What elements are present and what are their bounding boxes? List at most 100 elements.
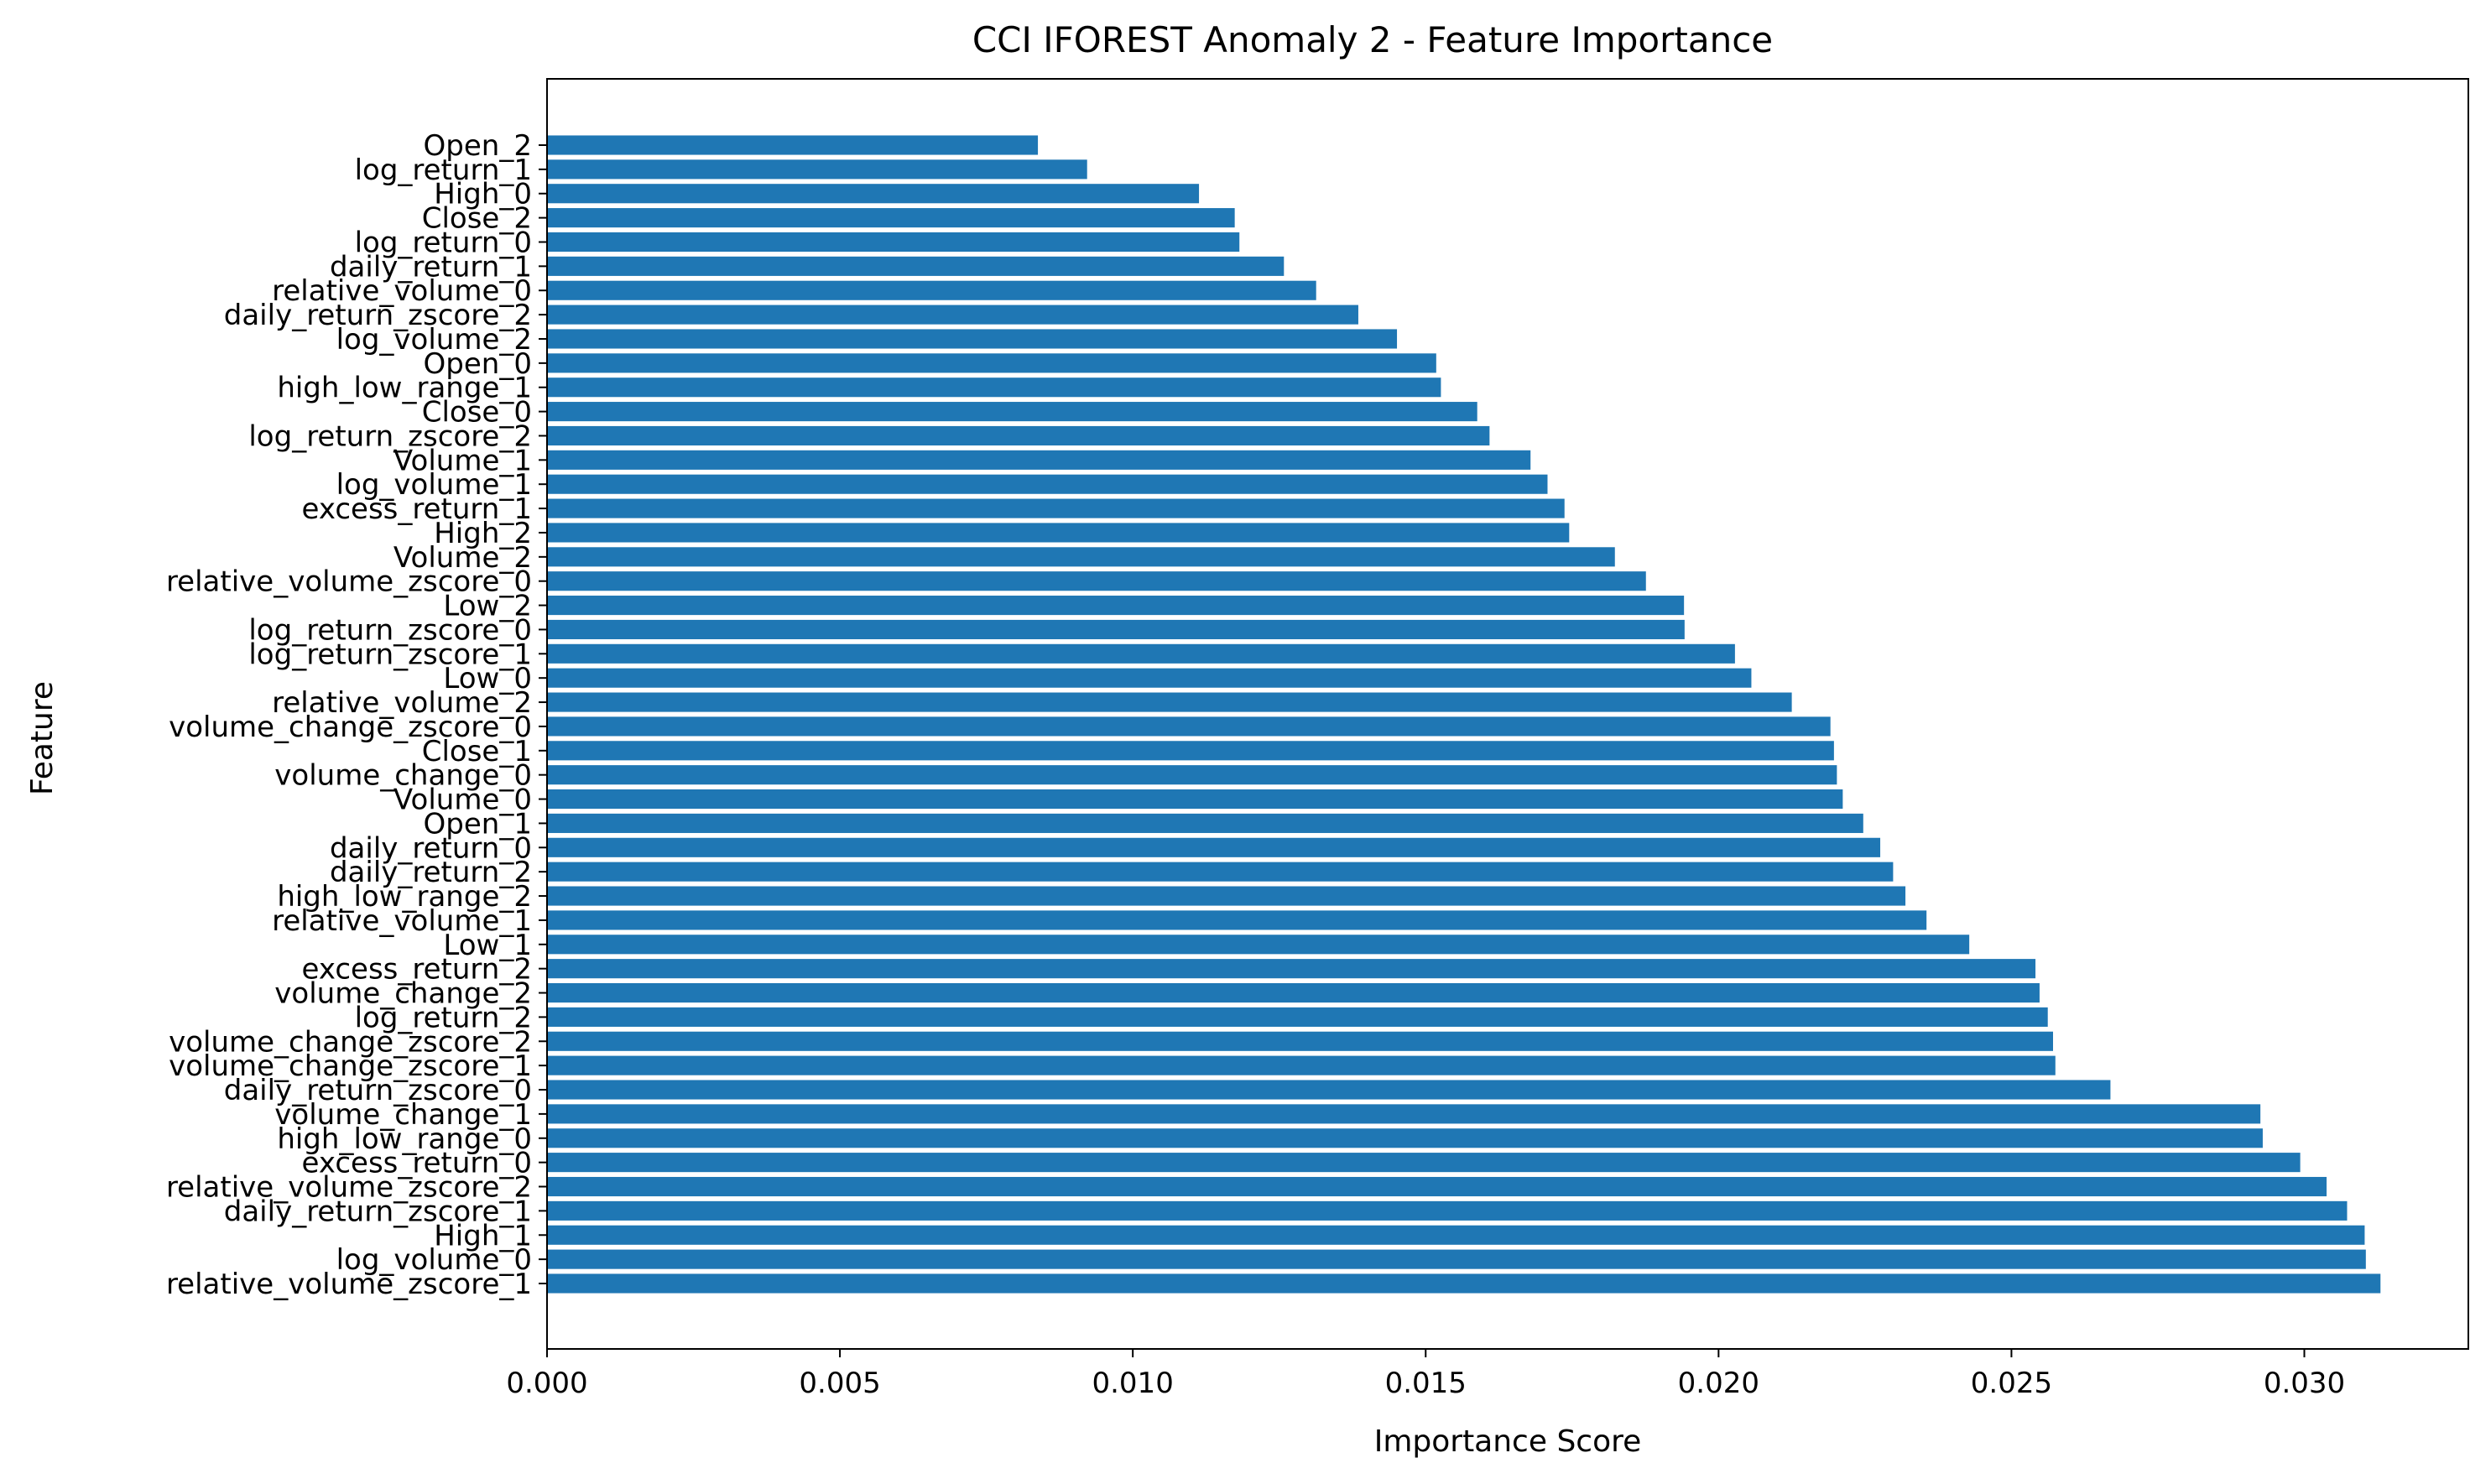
y-tick-label: volume_change_zscore_0 [169,711,532,744]
y-tick-label: high_low_range_1 [277,372,532,405]
y-tick-label: relative_volume_2 [272,686,532,720]
chart-title: CCI IFOREST Anomaly 2 - Feature Importan… [972,19,1773,60]
y-tick-label: relative_volume_zscore_0 [166,565,532,599]
bar-Open_1 [547,813,1863,833]
bar-log_return_2 [547,1007,2048,1027]
bar-Close_1 [547,741,1834,761]
bar-Volume_1 [547,450,1531,470]
x-tick-label: 0.000 [506,1367,587,1400]
bar-Volume_2 [547,547,1615,567]
y-tick-label: daily_return_zscore_1 [224,1195,532,1228]
bar-high_low_range_2 [547,886,1906,906]
bar-daily_return_0 [547,837,1881,857]
y-tick-label: daily_return_1 [330,250,532,284]
y-tick-label: volume_change_0 [274,759,532,793]
x-tick-label: 0.015 [1385,1367,1467,1400]
y-tick-label: log_return_zscore_1 [248,638,532,671]
y-tick-label: volume_change_zscore_2 [169,1025,532,1059]
y-tick-label: Volume_0 [393,784,532,817]
bar-relative_volume_0 [547,280,1316,300]
bar-log_return_1 [547,159,1087,180]
y-tick-label: excess_return_2 [302,953,532,987]
bar-Low_1 [547,935,1970,955]
bar-log_volume_0 [547,1249,2366,1269]
y-tick-label: excess_return_1 [302,492,532,526]
bar-log_volume_2 [547,329,1398,349]
y-tick-label: Open_1 [424,807,532,841]
bar-relative_volume_zscore_1 [547,1273,2381,1294]
y-tick-label: Volume_2 [393,541,532,575]
bar-volume_change_zscore_1 [547,1055,2056,1075]
y-tick-label: Close_1 [422,735,532,768]
bar-Low_0 [547,668,1752,688]
y-tick-label: Low_1 [443,929,532,962]
y-tick-label: log_return_2 [355,1001,532,1034]
y-tick-label: volume_change_zscore_1 [169,1049,532,1083]
bar-Open_0 [547,353,1436,373]
y-tick-label: Low_2 [443,590,532,623]
y-tick-label: log_return_zscore_0 [248,613,532,647]
x-tick-label: 0.030 [2264,1367,2345,1400]
bar-excess_return_1 [547,498,1565,518]
bar-Volume_0 [547,789,1843,810]
bars-group [547,135,2381,1294]
y-tick-label: daily_return_2 [330,856,532,889]
bar-Open_2 [547,135,1039,155]
x-tick-label: 0.025 [1971,1367,2052,1400]
bar-log_volume_1 [547,474,1548,494]
y-tick-label: log_volume_2 [336,323,532,357]
bar-Close_0 [547,402,1477,422]
y-tick-label: relative_volume_0 [272,274,532,308]
y-tick-label: excess_return_0 [302,1147,532,1180]
x-tick-label: 0.020 [1678,1367,1759,1400]
bar-relative_volume_zscore_0 [547,571,1646,591]
y-tick-label: relative_volume_zscore_2 [166,1171,532,1205]
bar-High_0 [547,184,1200,204]
bar-relative_volume_2 [547,692,1792,712]
y-tick-label: High_1 [434,1219,532,1252]
x-tick-label: 0.010 [1092,1367,1173,1400]
bar-relative_volume_1 [547,910,1927,930]
bar-log_return_zscore_1 [547,643,1735,664]
bar-log_return_zscore_2 [547,425,1490,446]
y-tick-label: log_return_1 [355,154,532,187]
y-tick-label: Close_0 [422,396,532,430]
bar-relative_volume_zscore_2 [547,1176,2327,1197]
y-tick-label: log_return_0 [355,226,532,259]
bar-volume_change_zscore_0 [547,716,1831,737]
bar-daily_return_zscore_0 [547,1080,2111,1100]
bar-High_2 [547,523,1570,543]
y-tick-label: Volume_1 [393,444,532,477]
y-tick-label: volume_change_2 [274,977,532,1011]
y-axis-ticks: relative_volume_zscore_1log_volume_0High… [166,129,547,1301]
bar-log_return_0 [547,232,1240,253]
bar-High_1 [547,1225,2365,1245]
y-tick-label: High_0 [434,178,532,211]
y-tick-label: log_return_zscore_2 [248,419,532,453]
y-tick-label: relative_volume_zscore_1 [166,1268,532,1301]
y-tick-label: Low_0 [443,662,532,695]
bar-daily_return_zscore_1 [547,1200,2348,1221]
y-tick-label: volume_change_1 [274,1098,532,1132]
x-tick-label: 0.005 [799,1367,880,1400]
bar-volume_change_zscore_2 [547,1031,2053,1051]
bar-log_return_zscore_0 [547,619,1685,639]
x-axis-ticks: 0.000 0.005 0.010 0.015 0.020 0.025 0.030 [506,1349,2345,1400]
y-tick-label: Open_2 [424,129,532,163]
y-tick-label: Open_0 [424,347,532,381]
y-tick-label: high_low_range_2 [277,880,532,914]
y-tick-label: log_volume_0 [336,1243,532,1277]
bar-high_low_range_0 [547,1128,2263,1148]
y-tick-label: daily_return_zscore_2 [224,299,532,332]
y-tick-label: daily_return_0 [330,831,532,865]
y-tick-label: Close_2 [422,202,532,236]
y-axis-label: Feature [25,681,60,795]
bar-volume_change_0 [547,765,1837,785]
bar-Close_2 [547,208,1235,228]
bar-excess_return_2 [547,959,2036,979]
bar-daily_return_1 [547,256,1285,276]
bar-high_low_range_1 [547,378,1441,398]
plot-frame [546,78,2469,1350]
y-tick-label: High_2 [434,517,532,550]
